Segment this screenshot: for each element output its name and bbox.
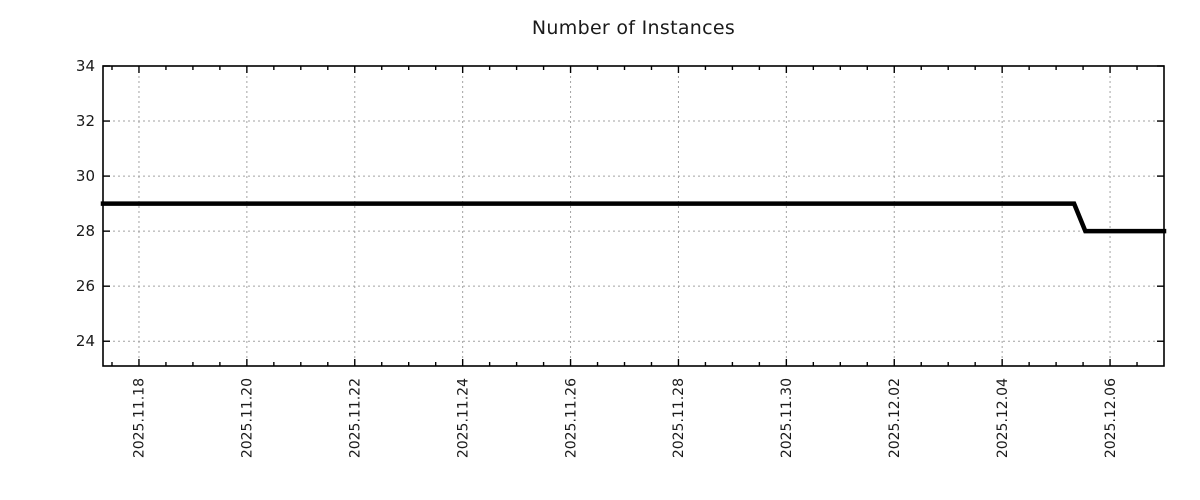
- y-tick-label: 34: [76, 57, 95, 75]
- x-tick-label: 2025.12.02: [887, 378, 903, 458]
- grid-layer: [103, 66, 1164, 366]
- y-tick-label: 28: [76, 222, 95, 240]
- x-tick-label: 2025.12.04: [995, 378, 1011, 458]
- y-tick-label: 30: [76, 167, 95, 185]
- x-tick-label: 2025.11.26: [563, 378, 579, 458]
- series-layer: [100, 201, 1167, 234]
- series-line-instances: [100, 201, 1167, 234]
- x-tick-label: 2025.11.20: [240, 378, 256, 458]
- y-tick-label: 24: [76, 332, 95, 350]
- y-tick-label: 26: [76, 277, 95, 295]
- x-tick-label: 2025.11.22: [348, 378, 364, 458]
- tick-labels-layer: 24 26 28 30 32 34 2025.11.18 2025.11.20 2025.11.…: [76, 57, 1119, 458]
- x-tick-label: 2025.11.24: [455, 378, 471, 458]
- x-tick-label: 2025.11.18: [132, 378, 148, 458]
- axes-layer: [102, 65, 1165, 367]
- x-tick-label: 2025.11.30: [779, 378, 795, 458]
- plot-border: [102, 65, 1165, 367]
- x-tick-label: 2025.12.06: [1103, 378, 1119, 458]
- x-tick-label: 2025.11.28: [671, 378, 687, 458]
- chart-title: Number of Instances: [531, 17, 736, 39]
- y-tick-label: 32: [76, 112, 95, 130]
